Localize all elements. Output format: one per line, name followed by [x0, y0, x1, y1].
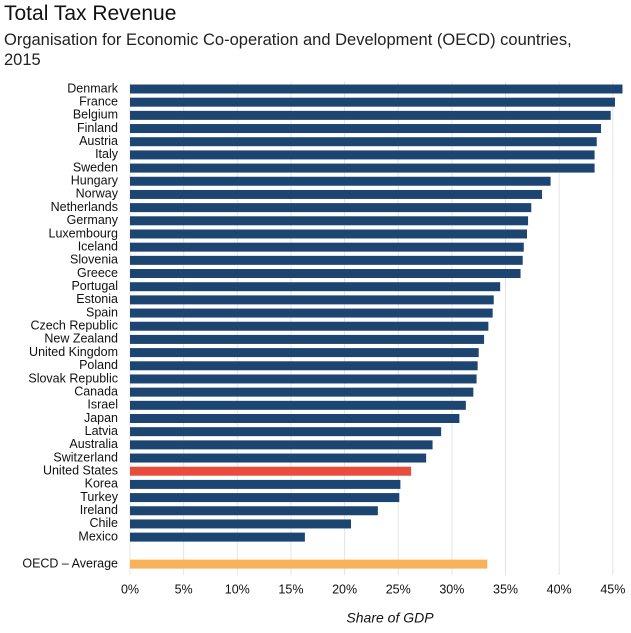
x-tick-label: 35%	[493, 582, 518, 596]
bar	[130, 414, 460, 423]
y-tick-label: Sweden	[73, 160, 118, 174]
bar	[130, 84, 623, 94]
y-tick-label: United States	[43, 464, 118, 478]
y-tick-label: Ireland	[80, 503, 118, 517]
bar	[130, 163, 595, 173]
y-tick-label: Korea	[85, 477, 118, 491]
bar	[130, 387, 474, 397]
y-tick-label: OECD – Average	[22, 556, 118, 570]
bar	[130, 203, 532, 213]
y-tick-label: Netherlands	[51, 200, 118, 214]
bar	[130, 519, 352, 529]
chart-subtitle: Organisation for Economic Co-operation a…	[4, 31, 572, 69]
x-axis-label: Share of GDP	[346, 610, 434, 626]
y-tick-label: Spain	[86, 305, 118, 319]
bar	[130, 466, 412, 476]
y-tick-label: Japan	[84, 411, 118, 425]
y-tick-label: Estonia	[76, 292, 118, 306]
x-tick-label: 45%	[600, 582, 625, 596]
y-tick-label: Belgium	[73, 108, 118, 122]
x-tick-label: 40%	[547, 582, 572, 596]
y-tick-label: Czech Republic	[30, 319, 118, 333]
y-tick-label: Greece	[77, 266, 118, 280]
x-tick-label: 20%	[332, 582, 357, 596]
y-tick-label: Australia	[69, 437, 118, 451]
y-tick-label: Austria	[79, 134, 118, 148]
y-tick-label: Israel	[87, 398, 118, 412]
bar	[130, 308, 493, 318]
bar	[130, 532, 305, 542]
bar	[130, 242, 524, 252]
bar	[130, 255, 523, 265]
y-tick-label: Luxembourg	[49, 226, 119, 240]
bar	[130, 97, 615, 107]
bar	[130, 334, 485, 344]
bar	[130, 374, 477, 384]
x-tick-label: 10%	[225, 582, 250, 596]
y-tick-label: France	[79, 94, 118, 108]
y-tick-label: Finland	[77, 121, 118, 135]
x-tick-label: 5%	[175, 582, 193, 596]
y-tick-label: Portugal	[71, 279, 118, 293]
y-tick-label: Canada	[74, 384, 118, 398]
bar	[130, 321, 489, 331]
bar	[130, 137, 597, 147]
bar	[130, 295, 494, 305]
bar	[130, 506, 378, 516]
y-tick-label: Chile	[90, 516, 119, 530]
y-tick-label: United Kingdom	[29, 345, 118, 359]
x-tick-label: 25%	[386, 582, 411, 596]
bar	[130, 440, 433, 450]
bar	[130, 559, 488, 569]
y-tick-label: Germany	[67, 213, 119, 227]
y-tick-label: Iceland	[78, 239, 118, 253]
bar	[130, 189, 543, 199]
bar	[130, 124, 602, 134]
x-tick-label: 30%	[439, 582, 464, 596]
y-tick-label: Latvia	[85, 424, 118, 438]
y-tick-label: Italy	[95, 147, 119, 161]
bar	[130, 110, 611, 120]
y-tick-label: Denmark	[67, 81, 118, 95]
bar	[130, 282, 501, 292]
bar	[130, 453, 427, 463]
bar	[130, 229, 527, 239]
bar	[130, 427, 442, 437]
bar	[130, 479, 401, 489]
y-tick-label: Mexico	[78, 529, 118, 543]
y-tick-label: Switzerland	[53, 450, 118, 464]
y-tick-label: Slovenia	[70, 253, 118, 267]
y-tick-label: New Zealand	[44, 332, 118, 346]
bar	[130, 400, 466, 410]
y-tick-label: Turkey	[80, 490, 118, 504]
y-tick-label: Hungary	[71, 174, 119, 188]
y-tick-label: Norway	[76, 187, 119, 201]
bar	[130, 348, 479, 358]
y-tick-label: Poland	[79, 358, 118, 372]
x-tick-label: 0%	[121, 582, 139, 596]
chart-title: Total Tax Revenue	[4, 2, 177, 25]
bar	[130, 493, 400, 503]
bar	[130, 269, 521, 279]
x-tick-label: 15%	[278, 582, 303, 596]
bar	[130, 176, 551, 186]
bar	[130, 216, 529, 226]
bar	[130, 150, 595, 160]
y-tick-label: Slovak Republic	[28, 371, 118, 385]
bar	[130, 361, 478, 371]
